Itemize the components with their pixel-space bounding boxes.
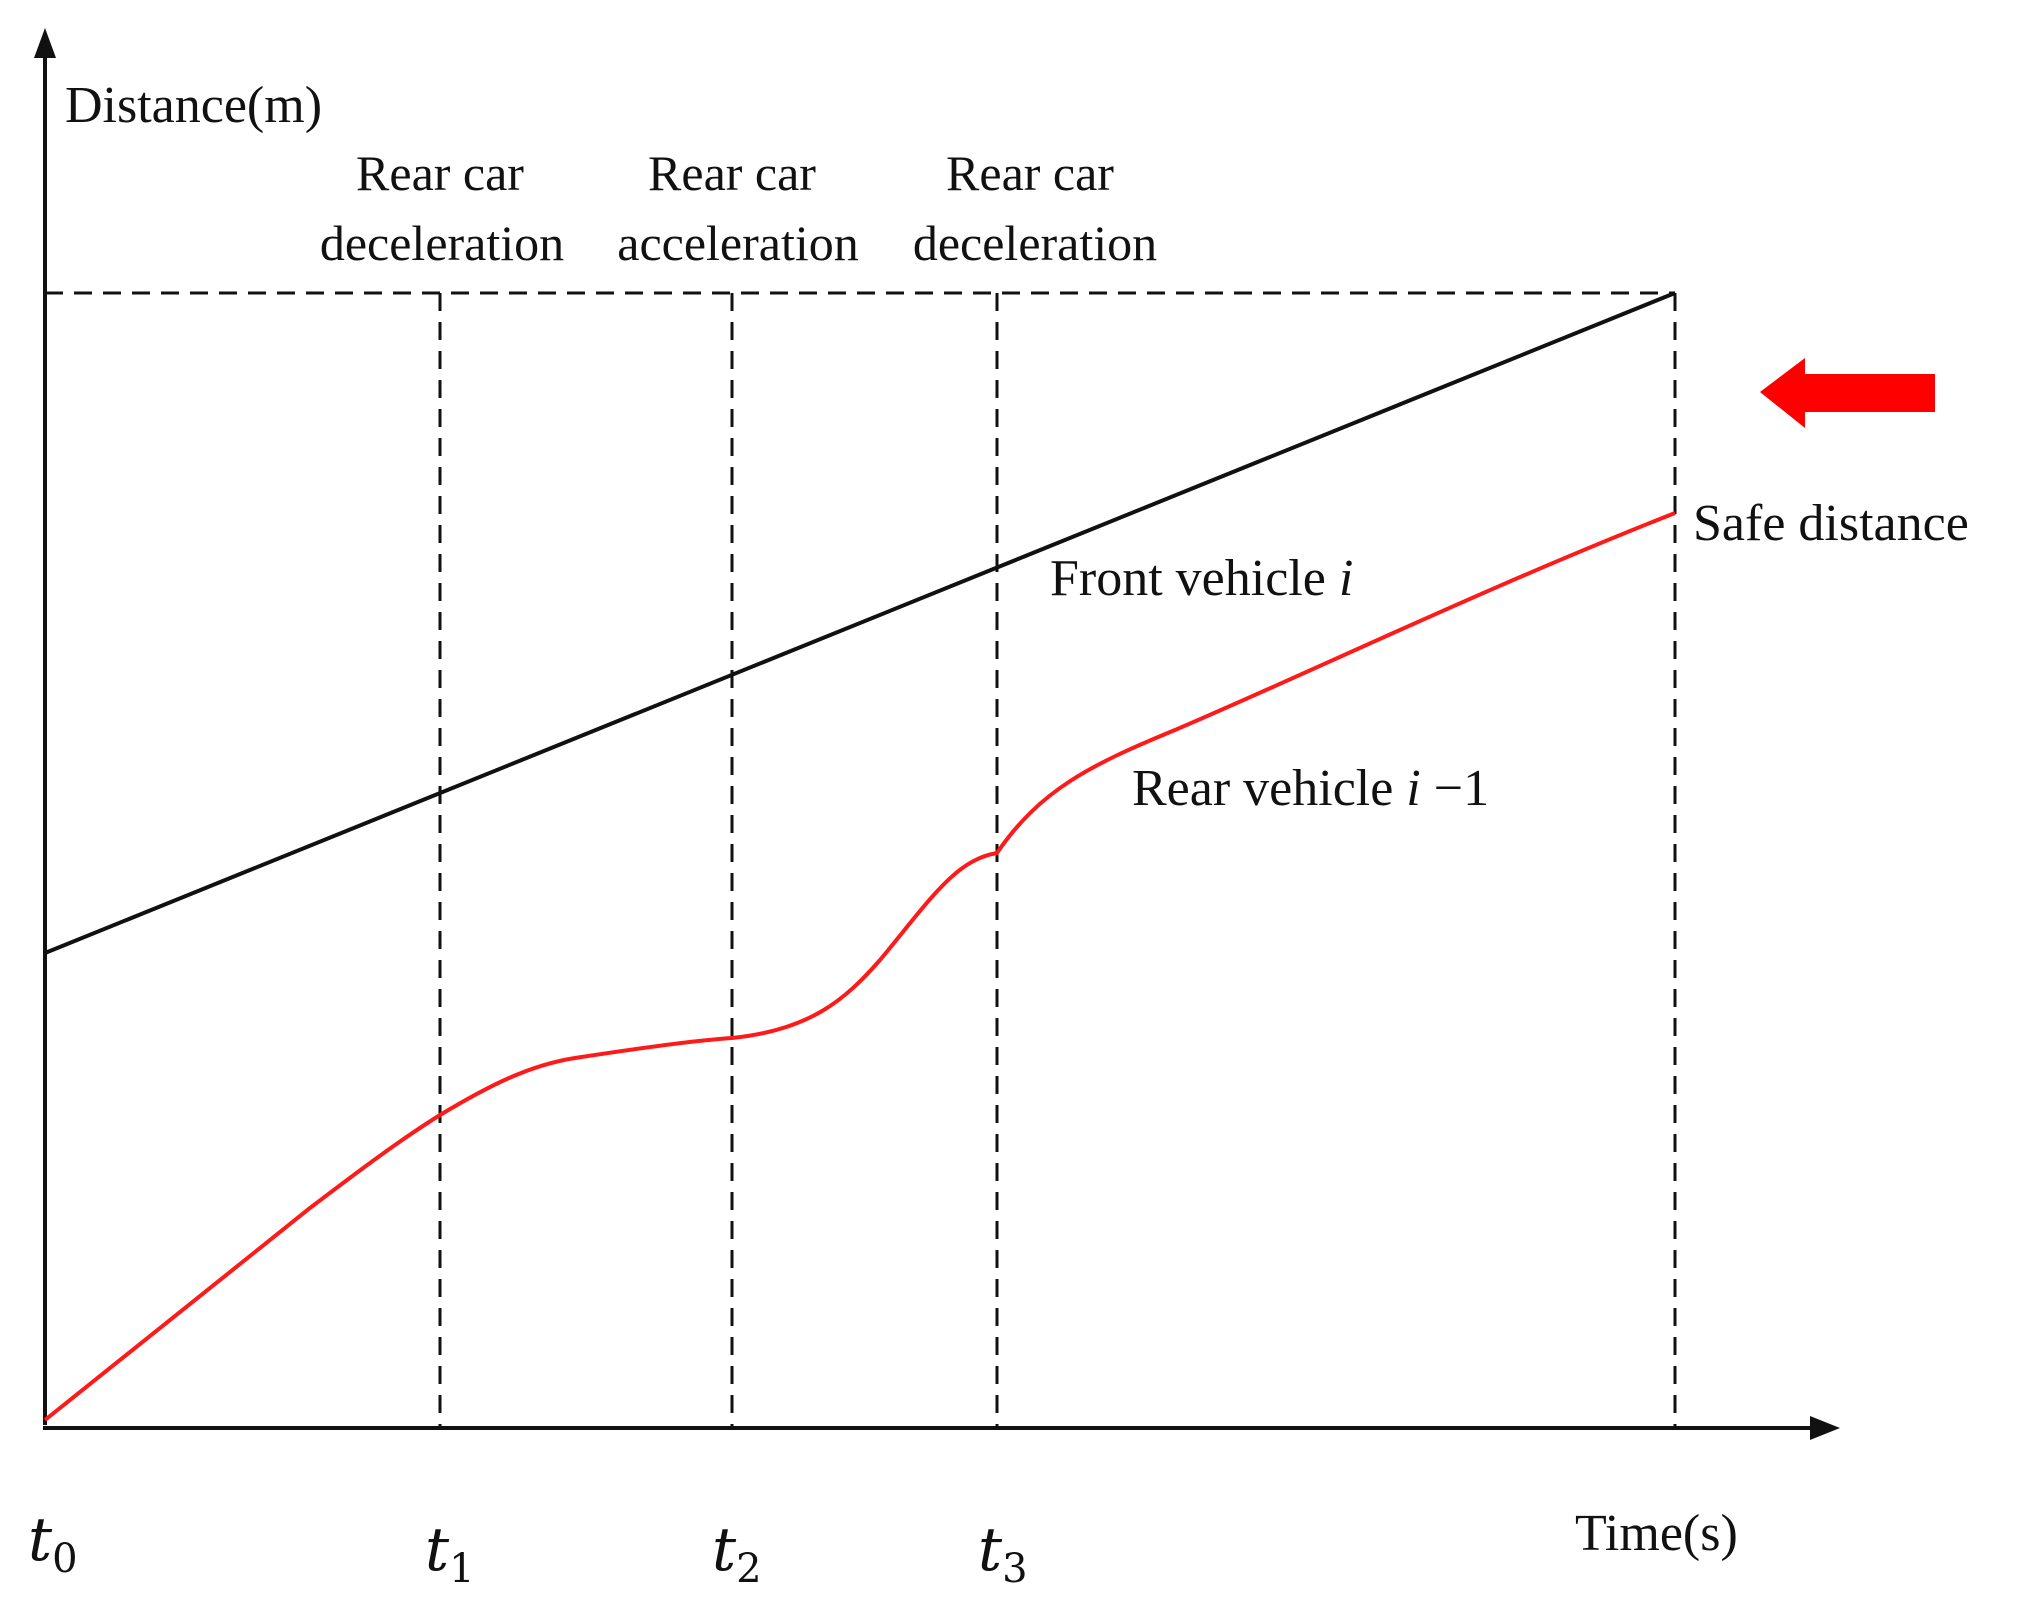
y-axis-title: Distance(m)	[65, 77, 322, 134]
phase-2-line-1: Rear car	[648, 145, 816, 201]
tick-label-t0: t0	[28, 1505, 78, 1582]
x-axis-arrow-icon	[1810, 1416, 1840, 1440]
x-axis-title: Time(s)	[1575, 1505, 1738, 1562]
phase-1-line-2: deceleration	[320, 215, 564, 271]
tick-label-t3: t3	[978, 1515, 1028, 1592]
front-vehicle-line	[44, 291, 1676, 955]
phase-1-line-1: Rear car	[356, 145, 524, 201]
phase-2-line-2: acceleration	[617, 215, 858, 271]
tick-label-t1: t1	[425, 1515, 475, 1592]
tick-label-t2: t2	[712, 1515, 762, 1592]
safe-distance-label: Safe distance	[1693, 495, 1969, 552]
safe-distance-arrow-icon	[1760, 358, 1935, 428]
front-vehicle-label: Front vehicle i	[1050, 550, 1353, 607]
y-axis-arrow-icon	[34, 28, 56, 58]
phase-3-line-2: deceleration	[913, 215, 1157, 271]
rear-vehicle-label: Rear vehicle i −1	[1132, 760, 1489, 817]
rear-vehicle-curve	[43, 511, 1676, 1422]
phase-3-line-1: Rear car	[946, 145, 1114, 201]
